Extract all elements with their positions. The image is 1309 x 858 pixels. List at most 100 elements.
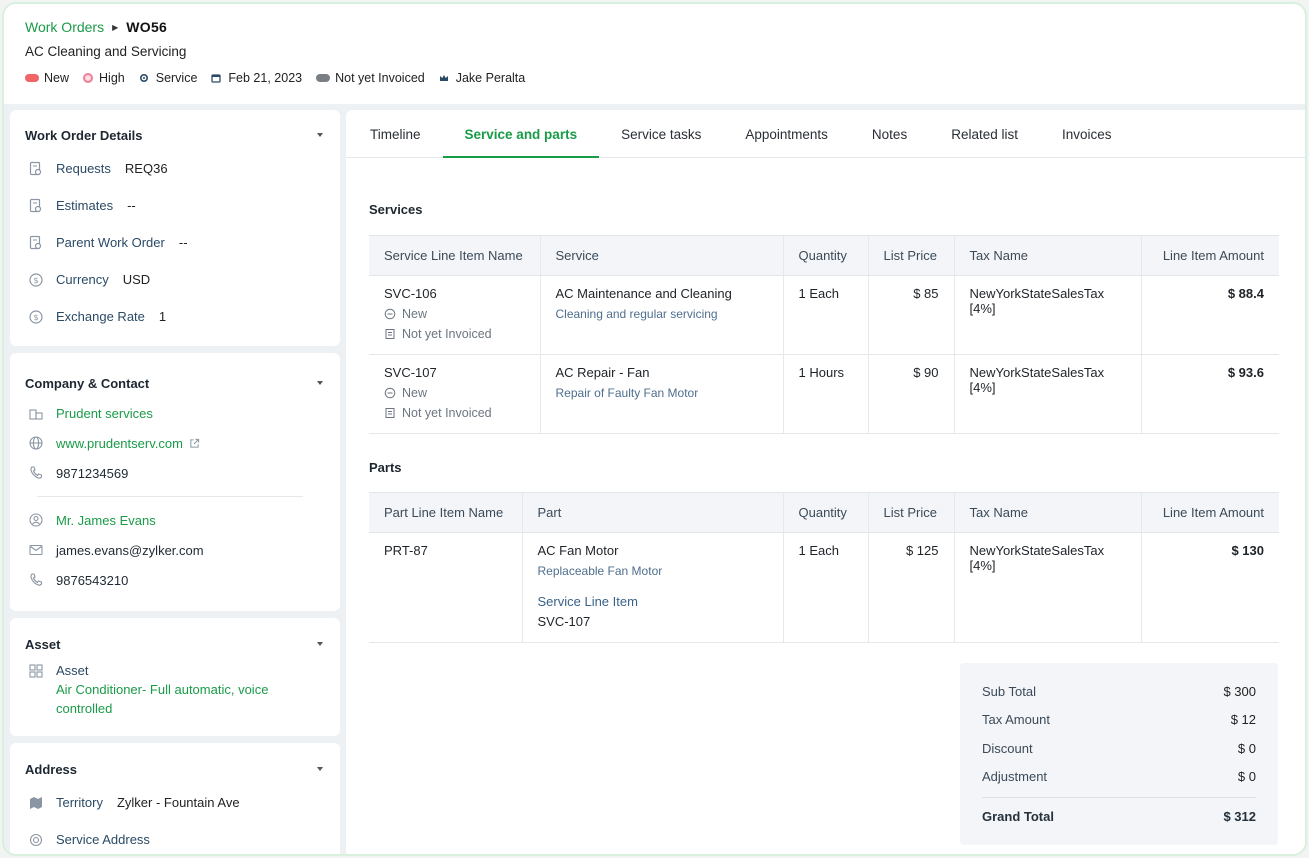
requests-link[interactable]: REQ36: [124, 161, 168, 176]
website-link[interactable]: www.prudentserv.com: [56, 435, 183, 451]
tab-bar: Timeline Service and parts Service tasks…: [346, 110, 1305, 158]
globe-icon: [29, 436, 43, 450]
asset-header[interactable]: Asset: [25, 635, 325, 653]
service-status: New: [384, 386, 525, 400]
document-search-icon: [29, 235, 42, 249]
column-header[interactable]: Tax Name: [953, 235, 1141, 276]
company-name-link[interactable]: Prudent services: [56, 405, 153, 421]
line-item-amount-cell: $ 88.4: [1140, 275, 1279, 355]
contact-phone[interactable]: 9876543210: [56, 572, 129, 588]
service-line-item-id[interactable]: SVC-106: [384, 286, 437, 301]
exchange-rate-value: 1: [158, 309, 167, 324]
sub-total-label: Sub Total: [982, 683, 1036, 699]
tab-service-and-parts[interactable]: Service and parts: [442, 110, 600, 158]
tax-name: NewYorkStateSalesTax: [969, 286, 1105, 301]
breadcrumb-separator-icon: ▶: [112, 22, 119, 32]
currency-value: USD: [122, 272, 151, 287]
building-icon: [29, 409, 43, 420]
service-name[interactable]: AC Maintenance and Cleaning: [555, 286, 732, 301]
service-cell: AC Repair - Fan Repair of Faulty Fan Mot…: [539, 354, 783, 434]
service-line-item-value: SVC-107: [537, 614, 591, 629]
company-contact-header[interactable]: Company & Contact: [25, 374, 325, 392]
breadcrumb-work-orders-link[interactable]: Work Orders: [25, 19, 105, 35]
phone-icon: [30, 573, 43, 586]
company-contact-card: Company & Contact Prudent services www.p…: [10, 353, 340, 611]
column-header[interactable]: Service Line Item Name: [369, 235, 540, 276]
column-header[interactable]: List Price: [867, 492, 954, 533]
date-badge: Feb 21, 2023: [211, 71, 302, 85]
company-phone[interactable]: 9871234569: [56, 465, 129, 481]
service-line-item-cell: SVC-106 New Not yet Invoiced: [369, 275, 540, 355]
main-panel: Timeline Service and parts Service tasks…: [346, 110, 1305, 854]
work-order-details-header[interactable]: Work Order Details: [25, 126, 325, 144]
priority-badge: High: [83, 71, 125, 85]
date-text: Feb 21, 2023: [228, 71, 303, 85]
part-description: Replaceable Fan Motor: [537, 564, 663, 578]
crown-icon: [439, 75, 448, 81]
tab-invoices[interactable]: Invoices: [1062, 127, 1112, 142]
external-link-icon[interactable]: [189, 438, 200, 449]
chevron-down-icon[interactable]: [317, 642, 323, 646]
column-header[interactable]: Tax Name: [953, 492, 1141, 533]
column-header[interactable]: Line Item Amount: [1140, 492, 1279, 533]
email-row: james.evans@zylker.com: [25, 535, 325, 565]
status-icon: [384, 308, 396, 320]
status-text: New: [44, 71, 70, 85]
chevron-down-icon[interactable]: [317, 767, 323, 771]
column-header[interactable]: Part: [521, 492, 783, 533]
contact-name-link[interactable]: Mr. James Evans: [56, 512, 156, 528]
adjustment-label: Adjustment: [982, 769, 1048, 785]
exchange-rate-row: $ Exchange Rate 1: [25, 298, 325, 335]
chevron-down-icon[interactable]: [317, 381, 323, 385]
type-badge: Service: [139, 71, 198, 85]
estimates-label: Estimates: [56, 198, 114, 213]
owner-badge: Jake Peralta: [439, 71, 525, 85]
contact-email[interactable]: james.evans@zylker.com: [56, 542, 204, 558]
owner-text[interactable]: Jake Peralta: [455, 71, 526, 85]
service-line-item-cell: SVC-107 New Not yet Invoiced: [369, 354, 540, 434]
table-row[interactable]: PRT-87 AC Fan Motor Replaceable Fan Moto…: [369, 532, 1279, 643]
work-order-subject: AC Cleaning and Servicing: [25, 44, 187, 59]
tab-notes[interactable]: Notes: [871, 127, 908, 142]
contact-phone-row: 9876543210: [25, 565, 325, 595]
service-line-item-id[interactable]: SVC-107: [384, 365, 437, 380]
tab-appointments[interactable]: Appointments: [745, 127, 828, 142]
part-name[interactable]: AC Fan Motor: [537, 543, 619, 558]
card-title: Work Order Details: [25, 127, 143, 143]
service-invoice-status: Not yet Invoiced: [384, 327, 525, 341]
column-header[interactable]: List Price: [867, 235, 954, 276]
table-row[interactable]: SVC-107 New Not yet Invoiced AC Repair -…: [369, 354, 1279, 434]
grand-total-label: Grand Total: [982, 808, 1054, 824]
territory-value: Zylker - Fountain Ave: [116, 795, 240, 810]
work-order-details-card: Work Order Details Requests REQ36 Estima…: [10, 110, 340, 346]
service-cell: AC Maintenance and Cleaning Cleaning and…: [539, 275, 783, 355]
service-name[interactable]: AC Repair - Fan: [555, 365, 650, 380]
company-name-row: Prudent services: [25, 398, 325, 428]
column-header[interactable]: Quantity: [782, 235, 868, 276]
estimates-row: Estimates --: [25, 187, 325, 224]
table-row[interactable]: SVC-106 New Not yet Invoiced AC Maintena…: [369, 275, 1279, 355]
service-status-text: New: [402, 307, 428, 321]
tab-service-tasks[interactable]: Service tasks: [621, 127, 702, 142]
territory-row: Territory Zylker - Fountain Ave: [25, 784, 325, 821]
adjustment-row: Adjustment $ 0: [982, 763, 1256, 792]
parent-work-order-row: Parent Work Order --: [25, 224, 325, 261]
tab-timeline[interactable]: Timeline: [370, 127, 421, 142]
column-header[interactable]: Service: [539, 235, 783, 276]
column-header[interactable]: Part Line Item Name: [369, 492, 522, 533]
tab-related-list[interactable]: Related list: [951, 127, 1018, 142]
exchange-rate-label: Exchange Rate: [56, 309, 145, 324]
address-header[interactable]: Address: [25, 760, 325, 778]
table-header-row: Service Line Item Name Service Quantity …: [369, 235, 1279, 276]
column-header[interactable]: Line Item Amount: [1140, 235, 1279, 276]
chevron-down-icon[interactable]: [317, 133, 323, 137]
table-header-row: Part Line Item Name Part Quantity List P…: [369, 492, 1279, 533]
column-header[interactable]: Quantity: [782, 492, 868, 533]
asset-link[interactable]: Air Conditioner- Full automatic, voice c…: [56, 682, 269, 716]
mail-icon: [29, 544, 43, 556]
svg-text:$: $: [33, 276, 38, 285]
currency-icon: $: [29, 272, 43, 287]
part-line-item-id[interactable]: PRT-87: [369, 532, 522, 643]
quantity-cell: 1 Hours: [782, 354, 868, 434]
type-text: Service: [155, 71, 198, 85]
